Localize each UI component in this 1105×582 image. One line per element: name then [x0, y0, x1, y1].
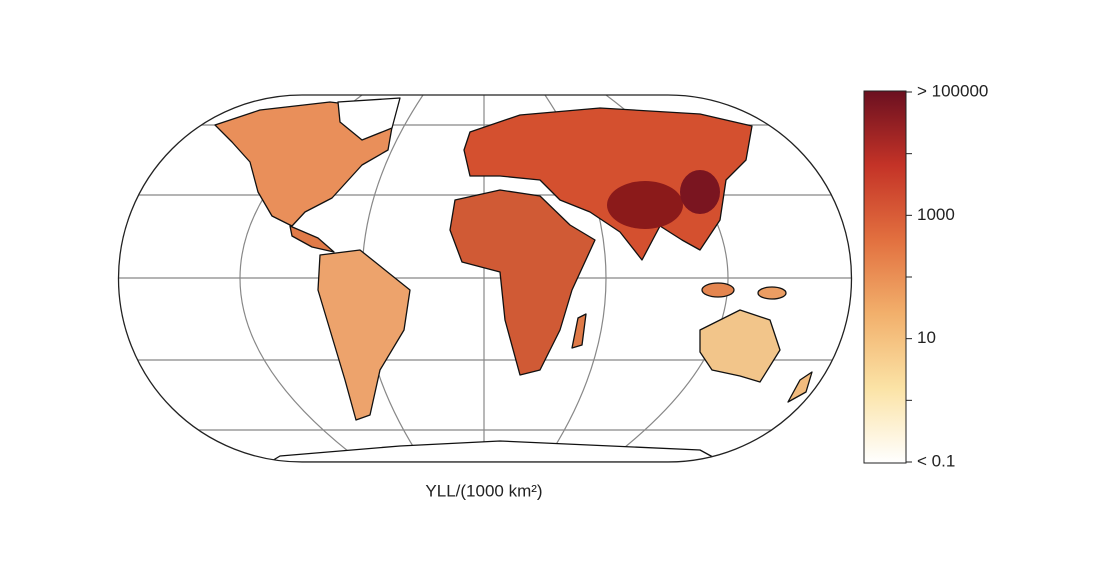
- australia: [699, 309, 781, 383]
- colorbar-label: > 100000: [917, 81, 988, 100]
- eurasia: [463, 107, 753, 261]
- new-zealand: [787, 371, 813, 403]
- madagascar: [571, 313, 587, 349]
- greenland: [337, 97, 401, 141]
- south-america: [317, 249, 411, 421]
- map: [118, 95, 852, 462]
- colorbar-label: 10: [917, 328, 936, 347]
- colorbar-label: 1000: [917, 205, 955, 224]
- new-guinea: [757, 286, 787, 300]
- continents: [214, 97, 813, 462]
- colorbar-label: < 0.1: [917, 451, 955, 470]
- map-outline: [117, 94, 853, 463]
- central-america: [289, 225, 335, 253]
- africa: [449, 189, 596, 376]
- south-asia: [607, 181, 683, 229]
- east-asia: [680, 170, 720, 214]
- antarctica: [269, 440, 723, 462]
- indonesia: [701, 282, 735, 298]
- colorbar: [863, 90, 907, 464]
- caption: YLL/(1000 km²): [425, 481, 542, 500]
